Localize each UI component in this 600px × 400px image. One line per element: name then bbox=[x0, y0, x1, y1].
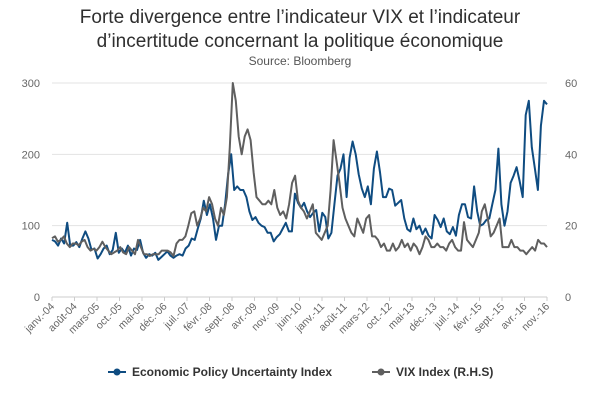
y-right-tick-label: 0 bbox=[565, 292, 571, 304]
legend-marker bbox=[377, 368, 385, 376]
series-lines bbox=[51, 82, 548, 261]
y-right-tick-label: 20 bbox=[565, 221, 577, 233]
grid-lines bbox=[52, 82, 547, 298]
legend-marker bbox=[113, 368, 121, 376]
series-line-vix bbox=[51, 82, 548, 257]
y-left-tick-label: 200 bbox=[22, 149, 40, 161]
chart-title-line2: d’incertitude concernant la politique éc… bbox=[96, 31, 504, 52]
y-left-tick-label: 100 bbox=[22, 221, 40, 233]
chart-title: Forte divergence entre l’indicateur VIX … bbox=[0, 6, 600, 54]
y-left-tick-label: 300 bbox=[22, 78, 40, 90]
y-left-tick-label: 0 bbox=[34, 292, 40, 304]
chart-subtitle: Source: Bloomberg bbox=[248, 54, 352, 68]
axes: 01002003000204060janv.-04août-04mars-05o… bbox=[22, 78, 578, 336]
chart-title-line1: Forte divergence entre l’indicateur VIX … bbox=[79, 7, 521, 28]
legend-label[interactable]: VIX Index (R.H.S) bbox=[396, 365, 493, 379]
y-right-tick-label: 60 bbox=[565, 78, 577, 90]
legend: Economic Policy Uncertainty Index VIX Ind… bbox=[108, 365, 493, 379]
series-line-epu bbox=[51, 99, 548, 261]
y-right-tick-label: 40 bbox=[565, 149, 577, 161]
legend-label[interactable]: Economic Policy Uncertainty Index bbox=[132, 365, 332, 379]
